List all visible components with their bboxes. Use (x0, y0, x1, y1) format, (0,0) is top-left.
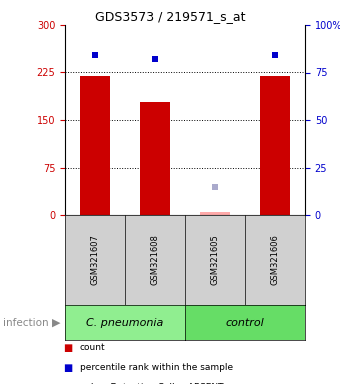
Text: control: control (226, 318, 265, 328)
Text: ▶: ▶ (52, 318, 61, 328)
Text: GSM321606: GSM321606 (271, 235, 279, 285)
Bar (260, 76, 290, 215)
Text: count: count (80, 344, 105, 353)
Text: GSM321607: GSM321607 (90, 235, 100, 285)
Text: GDS3573 / 219571_s_at: GDS3573 / 219571_s_at (95, 10, 245, 23)
Text: ■: ■ (63, 343, 73, 353)
Text: GSM321608: GSM321608 (151, 235, 159, 285)
Bar (200, 212, 230, 215)
Text: GSM321605: GSM321605 (210, 235, 220, 285)
Bar (80, 76, 110, 215)
Text: ■: ■ (63, 383, 73, 384)
Text: C. pneumonia: C. pneumonia (86, 318, 164, 328)
Text: infection: infection (3, 318, 49, 328)
Text: percentile rank within the sample: percentile rank within the sample (80, 364, 233, 372)
Text: ■: ■ (63, 363, 73, 373)
Bar (140, 102, 170, 215)
